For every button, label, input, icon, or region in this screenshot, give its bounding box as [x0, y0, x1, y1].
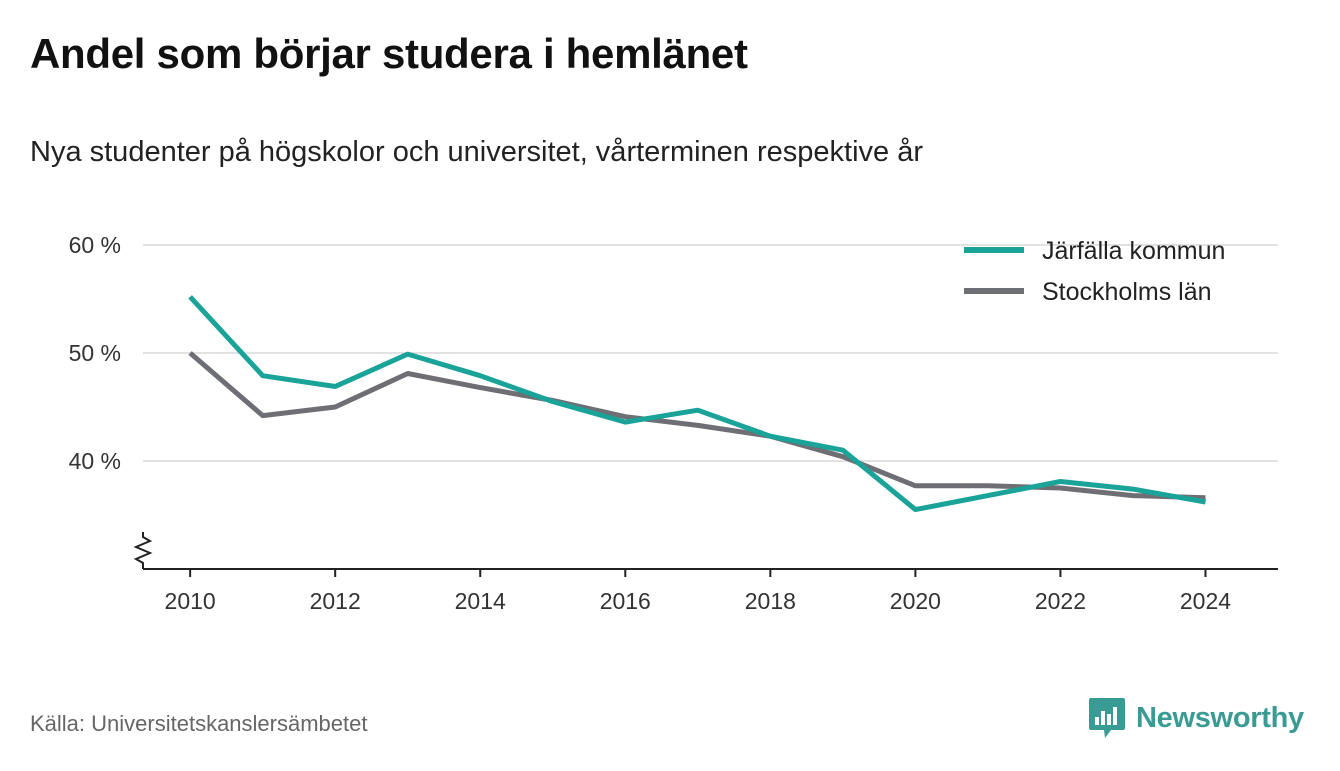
legend-label: Stockholms län — [1042, 278, 1212, 306]
y-tick-label: 60 % — [69, 232, 121, 258]
x-tick-label: 2024 — [1180, 588, 1231, 614]
x-tick-label: 2014 — [455, 588, 506, 614]
chart-title: Andel som börjar studera i hemlänet — [30, 30, 748, 77]
y-tick-label: 50 % — [69, 340, 121, 366]
bar-chart-speech-bubble-icon — [1089, 698, 1125, 738]
x-tick-label: 2012 — [310, 588, 361, 614]
x-tick-label: 2016 — [600, 588, 651, 614]
legend-label: Järfälla kommun — [1042, 237, 1225, 265]
brand-name: Newsworthy — [1136, 701, 1304, 734]
x-tick-label: 2010 — [165, 588, 216, 614]
x-tick-label: 2020 — [890, 588, 941, 614]
series-line-stockholm — [188, 351, 1206, 501]
series-line-jarfalla — [188, 295, 1206, 513]
chart-subtitle: Nya studenter på högskolor och universit… — [30, 136, 923, 168]
y-tick-label: 40 % — [69, 448, 121, 474]
y-axis-break-icon — [133, 532, 153, 569]
brand-logo: Newsworthy — [1088, 697, 1304, 739]
line-chart: 40 % 50 % 60 % 2010 2012 2014 2016 2018 2020 2022… — [69, 232, 1278, 614]
source-note: Källa: Universitetskanslersämbetet — [30, 711, 368, 736]
x-tick-label: 2018 — [745, 588, 796, 614]
x-tick-label: 2022 — [1035, 588, 1086, 614]
